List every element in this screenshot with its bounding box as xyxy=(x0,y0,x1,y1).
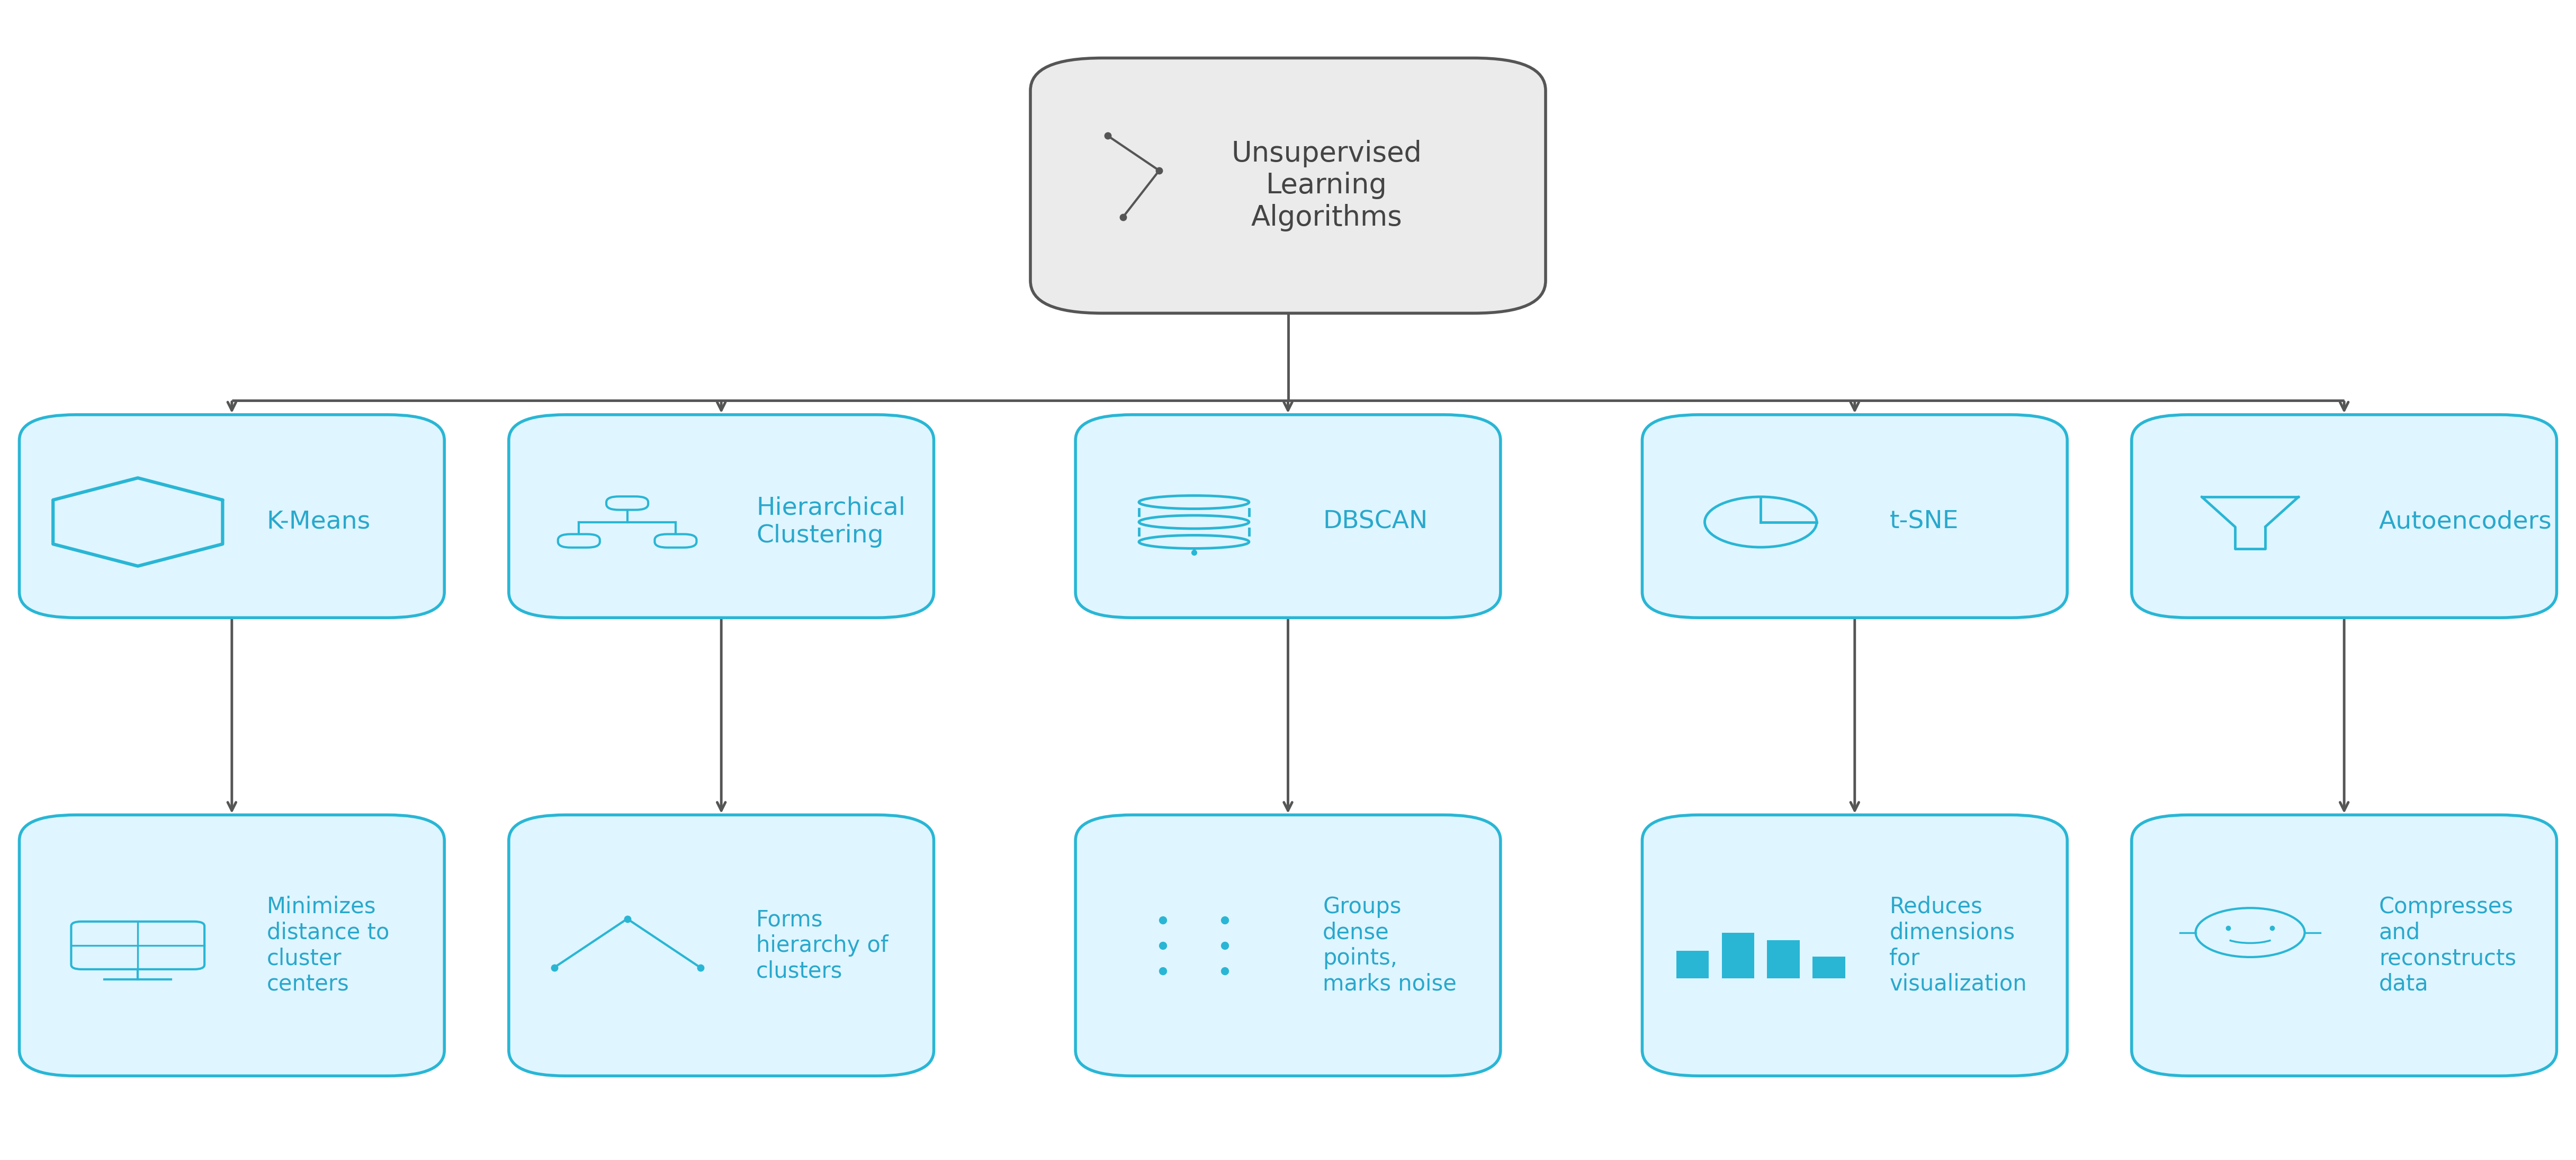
Text: Forms
hierarchy of
clusters: Forms hierarchy of clusters xyxy=(757,908,889,983)
Bar xyxy=(1721,933,1754,978)
Text: Compresses
and
reconstructs
data: Compresses and reconstructs data xyxy=(2380,896,2517,995)
Text: Autoencoders: Autoencoders xyxy=(2380,510,2553,534)
FancyBboxPatch shape xyxy=(1077,415,1499,617)
FancyBboxPatch shape xyxy=(2133,415,2555,617)
Text: t-SNE: t-SNE xyxy=(1888,510,1958,534)
FancyBboxPatch shape xyxy=(18,814,443,1076)
Text: Groups
dense
points,
marks noise: Groups dense points, marks noise xyxy=(1324,896,1455,995)
FancyBboxPatch shape xyxy=(510,814,935,1076)
Bar xyxy=(1814,956,1844,978)
FancyBboxPatch shape xyxy=(510,415,935,617)
FancyBboxPatch shape xyxy=(1077,814,1499,1076)
Text: Minimizes
distance to
cluster
centers: Minimizes distance to cluster centers xyxy=(268,896,389,995)
FancyBboxPatch shape xyxy=(1643,814,2066,1076)
FancyBboxPatch shape xyxy=(1643,415,2066,617)
FancyBboxPatch shape xyxy=(2133,814,2555,1076)
Text: Hierarchical
Clustering: Hierarchical Clustering xyxy=(757,496,904,548)
Text: Reduces
dimensions
for
visualization: Reduces dimensions for visualization xyxy=(1888,896,2027,995)
Text: DBSCAN: DBSCAN xyxy=(1324,510,1427,534)
Bar xyxy=(1677,950,1708,978)
FancyBboxPatch shape xyxy=(18,415,443,617)
Text: K-Means: K-Means xyxy=(268,510,371,534)
Text: Unsupervised
Learning
Algorithms: Unsupervised Learning Algorithms xyxy=(1231,140,1422,231)
FancyBboxPatch shape xyxy=(1030,58,1546,313)
Bar xyxy=(1767,941,1801,978)
